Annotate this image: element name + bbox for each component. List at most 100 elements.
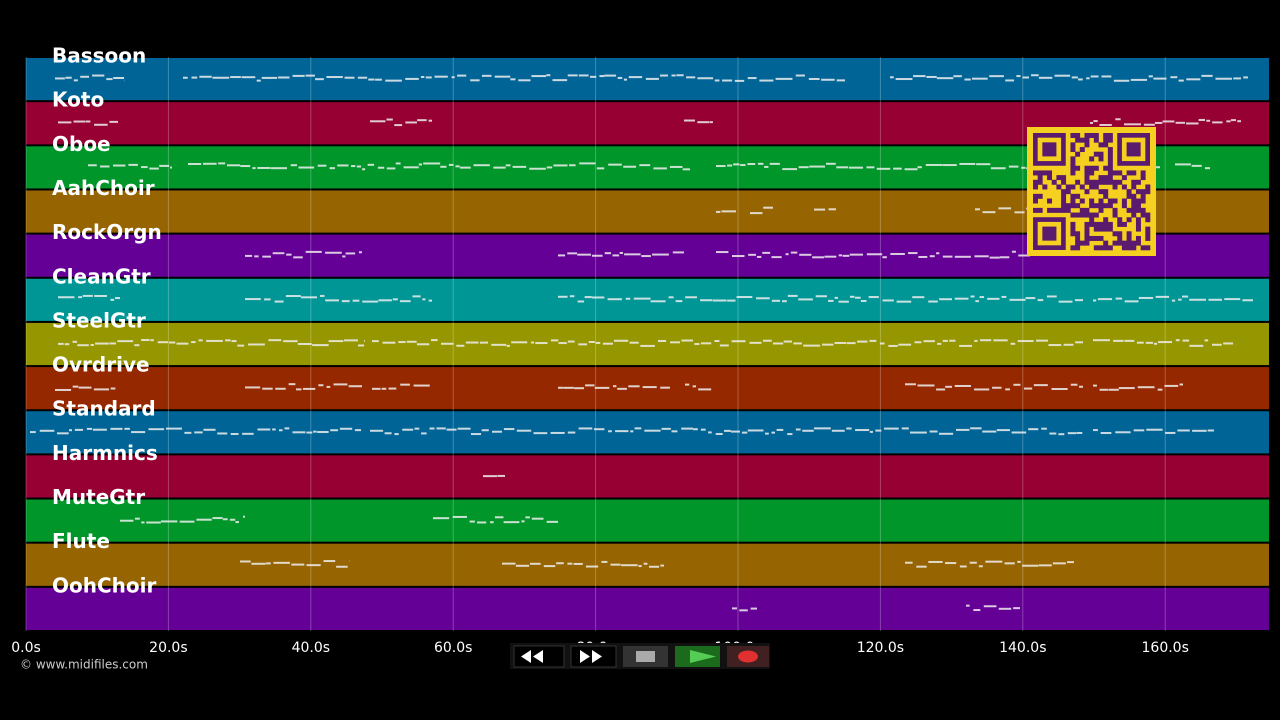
note <box>660 564 664 567</box>
note <box>292 74 305 77</box>
qr-cell <box>1131 203 1137 209</box>
qr-cell <box>1131 198 1137 204</box>
note <box>297 342 312 345</box>
note <box>882 299 894 302</box>
note <box>615 430 629 433</box>
note <box>633 297 651 300</box>
note <box>1155 295 1170 298</box>
qr-cell <box>1135 235 1141 241</box>
note <box>240 560 251 563</box>
note <box>196 518 212 521</box>
note <box>272 252 285 255</box>
note <box>78 296 83 299</box>
note <box>73 120 86 123</box>
note <box>987 297 1000 300</box>
play-button[interactable] <box>675 646 720 667</box>
qr-cell <box>1140 189 1146 195</box>
note <box>905 383 916 386</box>
track-name: Harmnics <box>52 441 158 465</box>
note <box>212 517 223 520</box>
note <box>141 339 150 342</box>
qr-cell <box>1131 245 1137 251</box>
stop-button[interactable] <box>623 646 668 667</box>
note <box>588 340 595 343</box>
note <box>483 475 498 478</box>
note <box>1201 74 1213 77</box>
note <box>650 300 666 303</box>
note <box>1115 118 1121 121</box>
note <box>975 300 980 303</box>
note <box>1153 77 1167 80</box>
qr-cell <box>1103 221 1109 227</box>
note <box>849 295 855 298</box>
qr-cell <box>1103 217 1109 223</box>
rewind-button[interactable] <box>513 645 565 668</box>
qr-cell <box>1089 156 1095 162</box>
note <box>916 565 927 568</box>
note <box>925 163 943 166</box>
qr-cell <box>1140 170 1146 176</box>
qr-cell <box>1070 170 1076 176</box>
track-name: OohChoir <box>52 573 156 597</box>
qr-cell <box>1098 207 1104 213</box>
qr-cell <box>1070 161 1076 167</box>
qr-cell <box>1075 133 1081 138</box>
note <box>772 342 784 345</box>
qr-cell <box>1103 165 1109 171</box>
note <box>1077 78 1083 81</box>
note <box>1063 343 1074 346</box>
qr-cell <box>1103 240 1109 246</box>
qr-cell <box>1135 189 1141 195</box>
note <box>82 294 93 297</box>
note <box>451 76 455 79</box>
note <box>378 299 392 302</box>
qr-cell <box>1098 142 1104 148</box>
note <box>533 432 548 435</box>
note <box>974 255 989 258</box>
note <box>971 77 988 80</box>
note <box>1124 123 1141 126</box>
note <box>813 427 831 430</box>
qr-cell <box>1084 189 1090 195</box>
note <box>1023 387 1033 390</box>
note <box>747 163 756 166</box>
track-name: Koto <box>52 88 104 112</box>
qr-cell <box>1098 235 1104 241</box>
note <box>240 165 251 168</box>
qr-cell <box>1075 235 1081 241</box>
note <box>645 77 659 80</box>
forward-button[interactable] <box>570 645 617 668</box>
qr-cell <box>1098 151 1104 157</box>
note <box>1189 344 1204 347</box>
note <box>917 384 935 387</box>
note <box>375 78 382 81</box>
note <box>831 429 845 432</box>
qr-cell <box>1093 137 1099 143</box>
note <box>558 295 568 298</box>
qr-cell <box>1140 198 1146 204</box>
note <box>1145 341 1154 344</box>
qr-cell <box>1093 179 1099 185</box>
note <box>974 339 978 342</box>
note <box>150 339 154 342</box>
note <box>392 298 398 301</box>
note <box>354 429 361 432</box>
note <box>652 253 669 256</box>
note <box>203 428 216 431</box>
note <box>998 607 1012 610</box>
note <box>1010 342 1016 345</box>
record-button[interactable] <box>727 646 769 667</box>
note <box>1115 431 1131 434</box>
qr-cell <box>1065 203 1071 209</box>
note <box>134 344 140 347</box>
qr-cell <box>1075 203 1081 209</box>
qr-cell <box>1089 133 1095 138</box>
note <box>642 386 657 389</box>
note <box>739 609 748 612</box>
note <box>884 427 899 430</box>
note <box>305 250 322 253</box>
note <box>731 340 746 343</box>
qr-cell <box>1121 184 1127 190</box>
note <box>245 386 261 389</box>
note <box>109 342 117 345</box>
